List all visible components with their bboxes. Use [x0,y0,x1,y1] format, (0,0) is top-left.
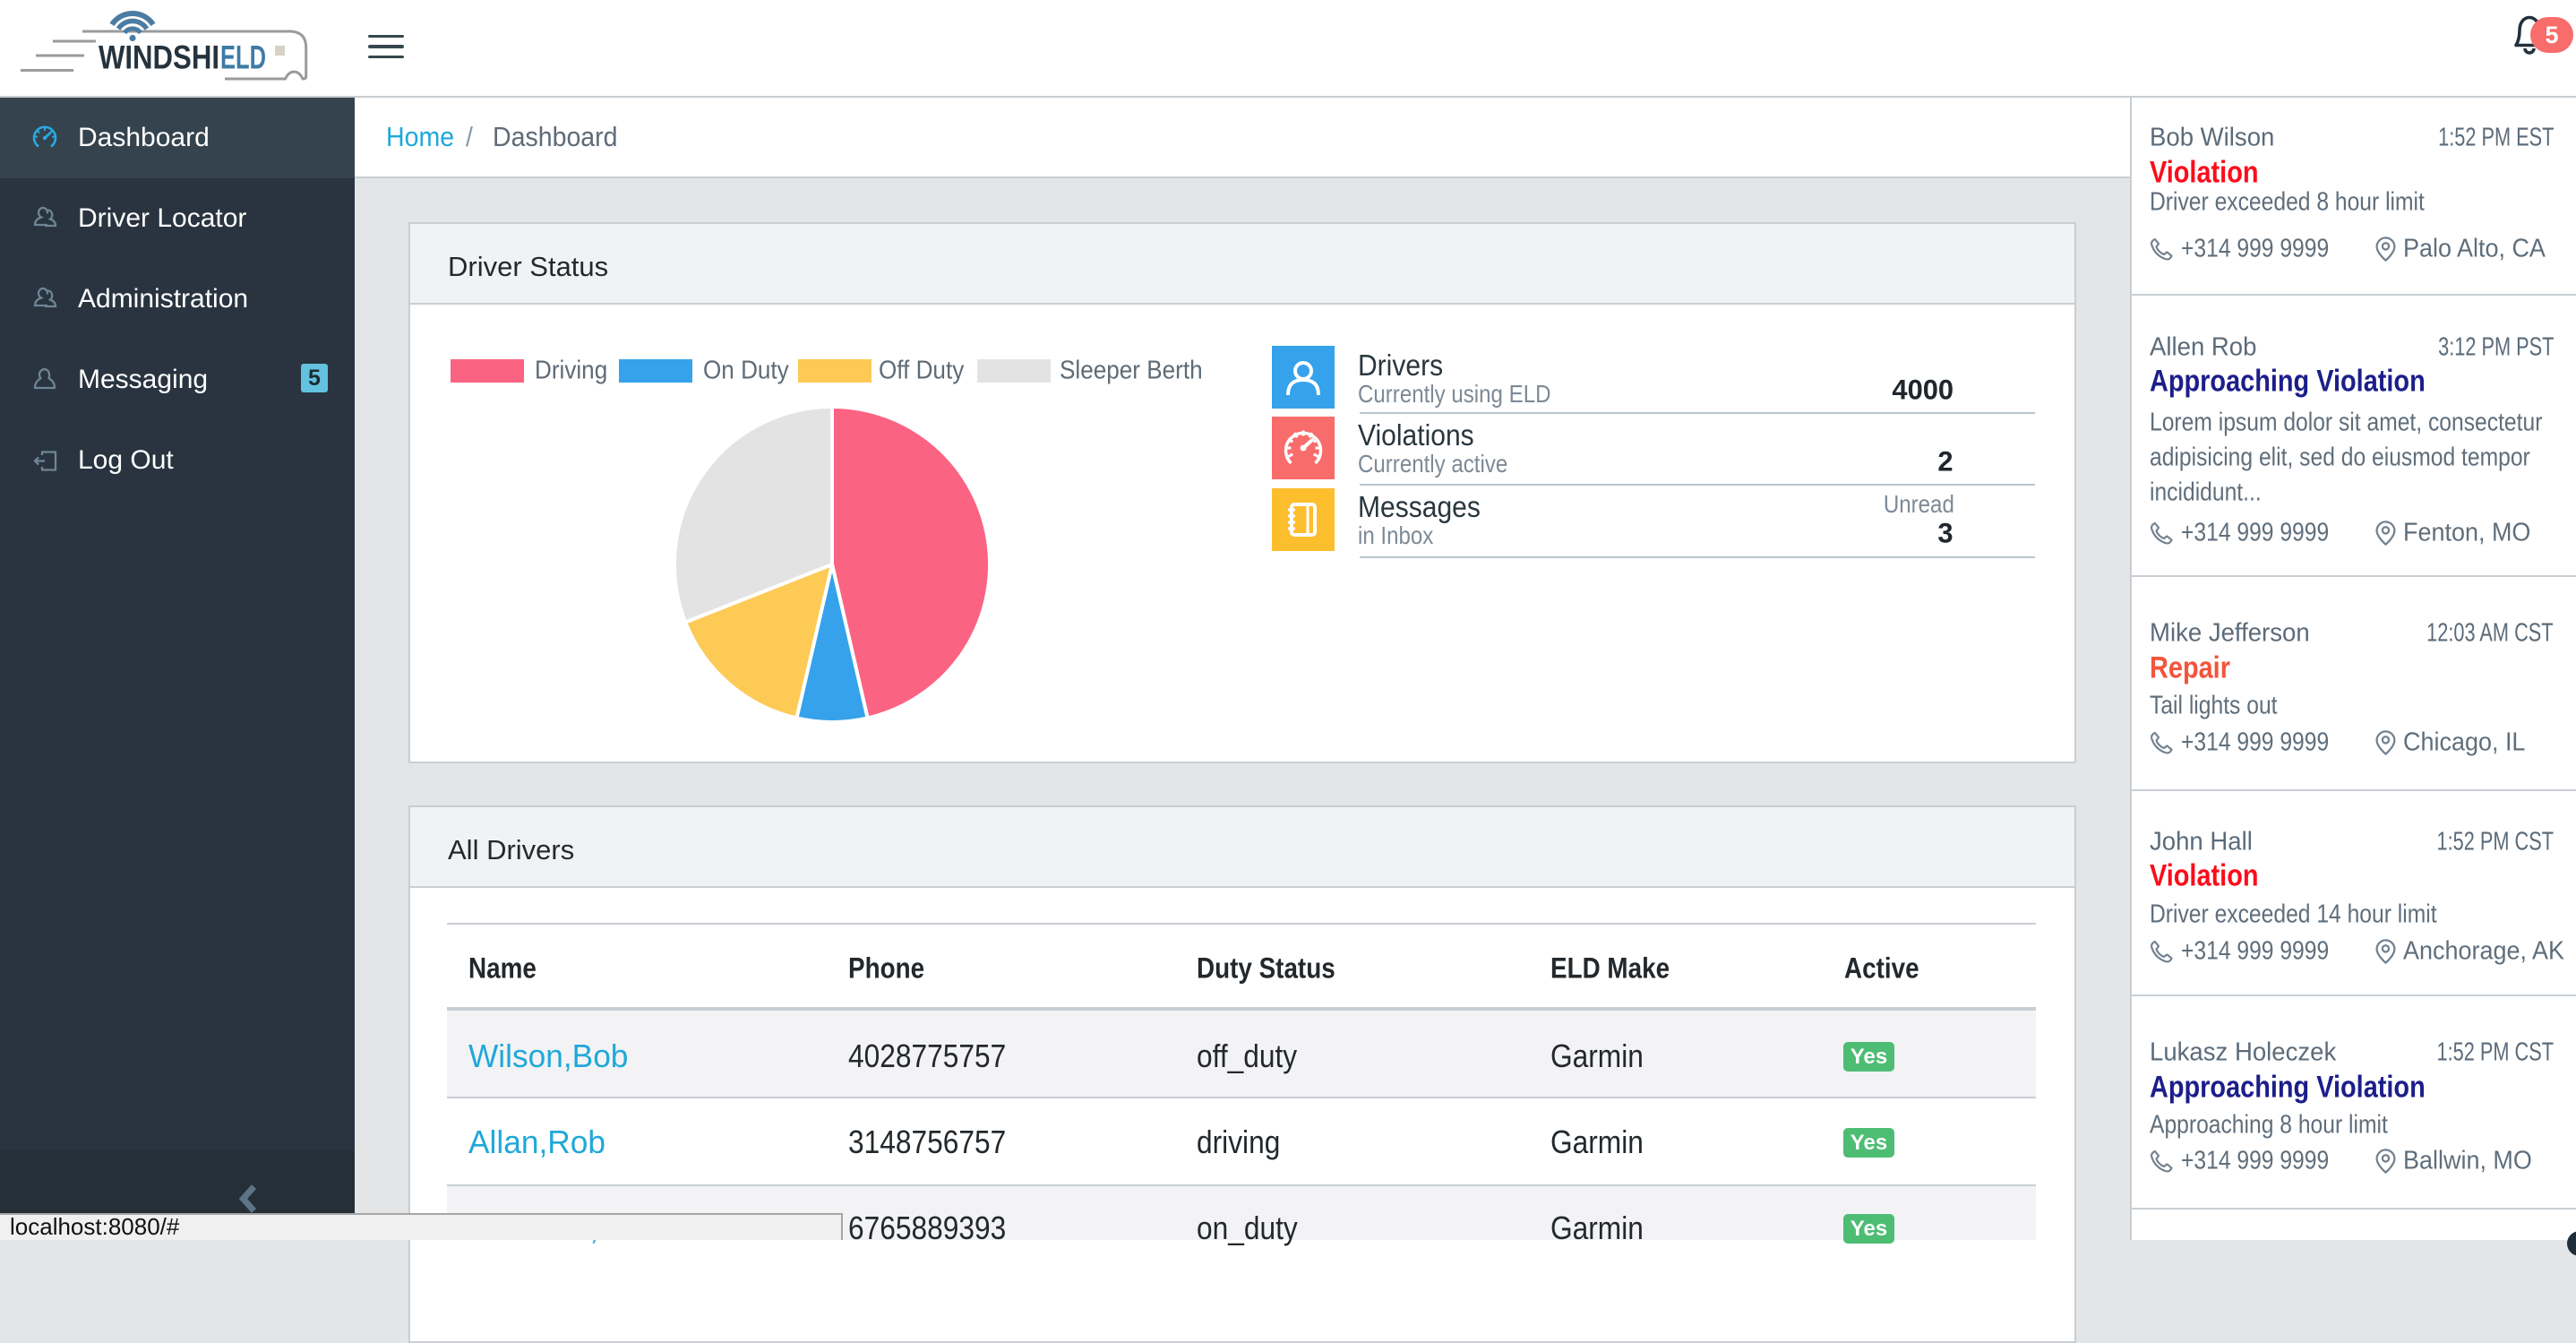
svg-text:ELD: ELD [220,39,266,76]
svg-text:WINDSHI: WINDSHI [99,39,219,76]
